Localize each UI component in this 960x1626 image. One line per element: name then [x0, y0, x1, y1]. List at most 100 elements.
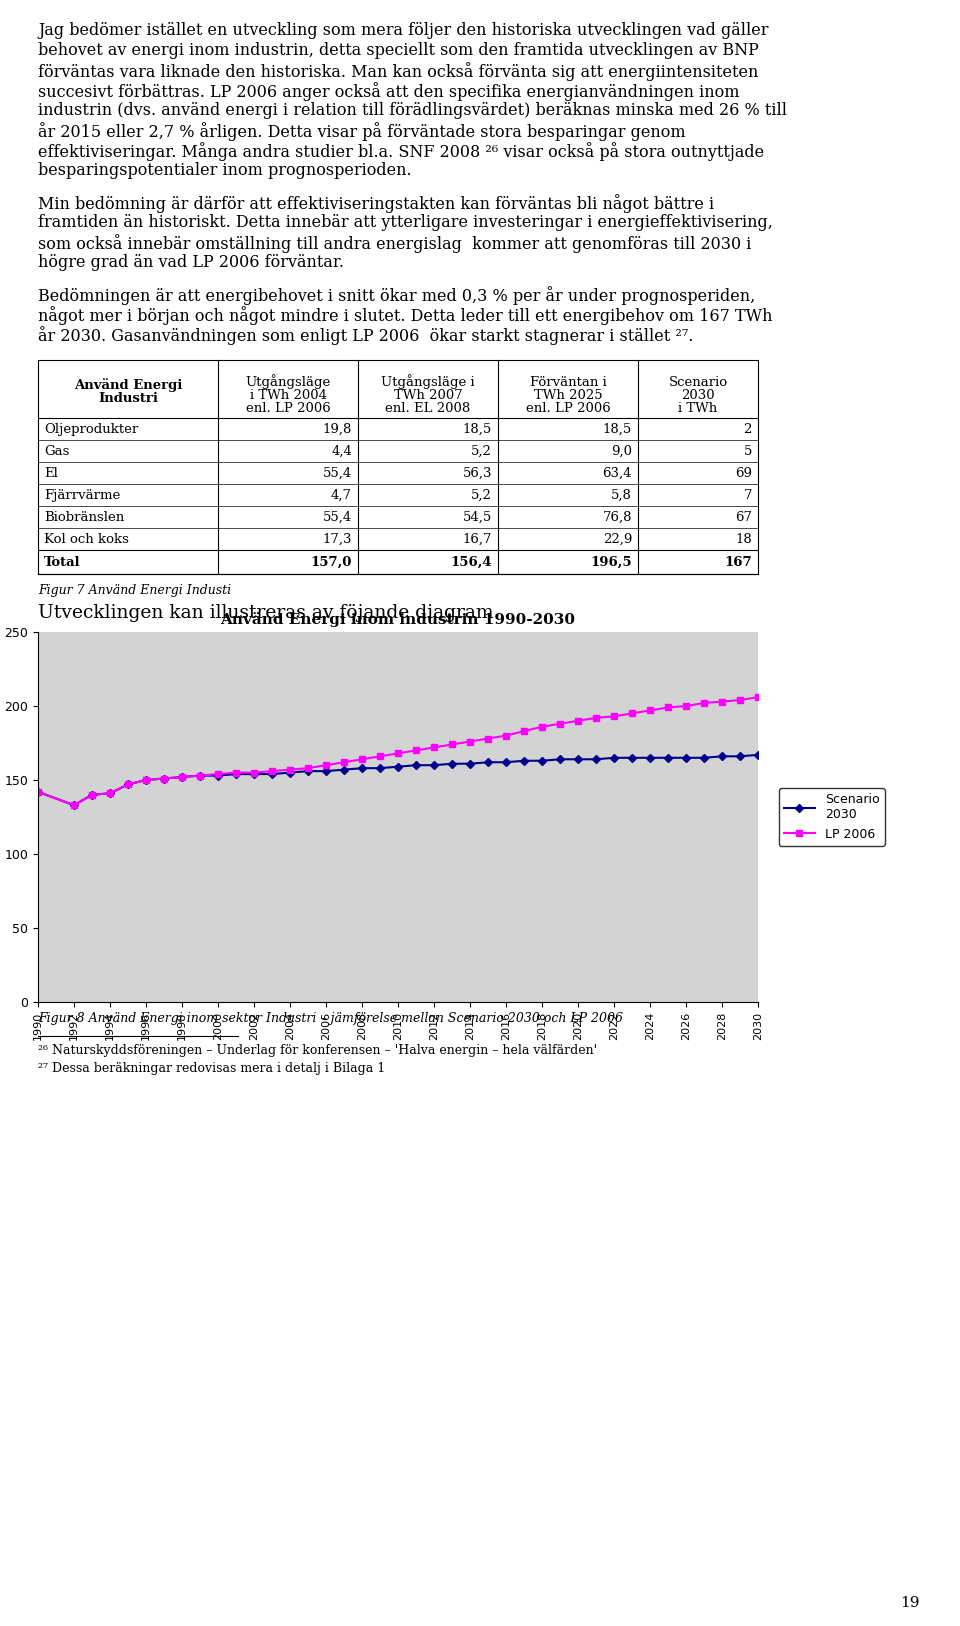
LP 2006 [482, 728, 493, 748]
Text: Kol och koks: Kol och koks [44, 532, 129, 545]
Scenario
2030 [212, 766, 224, 785]
Text: 69: 69 [735, 467, 752, 480]
Text: succesivt förbättras. LP 2006 anger också att den specifika energianvändningen i: succesivt förbättras. LP 2006 anger ocks… [38, 81, 739, 101]
Text: 2030: 2030 [682, 389, 715, 402]
Text: enl. EL 2008: enl. EL 2008 [385, 402, 470, 415]
Scenario
2030 [140, 771, 152, 790]
Text: 55,4: 55,4 [323, 467, 352, 480]
Text: år 2030. Gasanvändningen som enligt LP 2006  ökar starkt stagnerar i stället ²⁷.: år 2030. Gasanvändningen som enligt LP 2… [38, 325, 693, 345]
Text: 9,0: 9,0 [611, 444, 632, 457]
Text: enl. LP 2006: enl. LP 2006 [526, 402, 611, 415]
Text: 56,3: 56,3 [463, 467, 492, 480]
Text: Utgångsläge i: Utgångsläge i [381, 374, 475, 390]
LP 2006 [105, 784, 116, 803]
Title: Använd Energi inom industrin 1990-2030: Använd Energi inom industrin 1990-2030 [221, 611, 575, 626]
LP 2006 [338, 753, 349, 772]
Text: förväntas vara liknade den historiska. Man kan också förvänta sig att energiinte: förväntas vara liknade den historiska. M… [38, 62, 758, 81]
Text: Använd Energi: Använd Energi [74, 379, 182, 392]
Scenario
2030 [554, 750, 565, 769]
Scenario
2030 [393, 758, 404, 777]
LP 2006 [681, 696, 692, 715]
Text: 4,7: 4,7 [331, 488, 352, 501]
LP 2006 [644, 701, 656, 720]
Text: högre grad än vad LP 2006 förväntar.: högre grad än vad LP 2006 förväntar. [38, 254, 344, 272]
Text: El: El [44, 467, 58, 480]
Scenario
2030 [356, 758, 368, 777]
Text: Total: Total [44, 556, 81, 569]
Text: ²⁶ Naturskyddsföreningen – Underlag för konferensen – 'Halva energin – hela välf: ²⁶ Naturskyddsföreningen – Underlag för … [38, 1044, 597, 1057]
Text: år 2015 eller 2,7 % årligen. Detta visar på förväntade stora besparingar genom: år 2015 eller 2,7 % årligen. Detta visar… [38, 122, 685, 141]
Text: enl. LP 2006: enl. LP 2006 [246, 402, 330, 415]
LP 2006 [410, 741, 421, 761]
Scenario
2030 [644, 748, 656, 767]
LP 2006 [734, 691, 746, 711]
LP 2006 [446, 735, 458, 754]
Scenario
2030 [662, 748, 674, 767]
Text: 63,4: 63,4 [603, 467, 632, 480]
Scenario
2030 [177, 767, 188, 787]
Text: TWh 2025: TWh 2025 [534, 389, 602, 402]
LP 2006 [284, 759, 296, 779]
Text: besparingspotentialer inom prognosperioden.: besparingspotentialer inom prognosperiod… [38, 163, 412, 179]
LP 2006 [68, 795, 80, 815]
LP 2006 [609, 707, 620, 727]
Scenario
2030 [681, 748, 692, 767]
Text: 156,4: 156,4 [450, 556, 492, 569]
Text: 5,8: 5,8 [612, 488, 632, 501]
Text: 76,8: 76,8 [603, 511, 632, 524]
Scenario
2030 [105, 784, 116, 803]
Scenario
2030 [590, 750, 602, 769]
Scenario
2030 [428, 756, 440, 776]
Scenario
2030 [374, 758, 386, 777]
Scenario
2030 [230, 764, 242, 784]
Text: 67: 67 [735, 511, 752, 524]
Text: 22,9: 22,9 [603, 532, 632, 545]
LP 2006 [33, 782, 44, 802]
Text: 55,4: 55,4 [323, 511, 352, 524]
Text: Fjärrvärme: Fjärrvärme [44, 488, 120, 501]
LP 2006 [140, 771, 152, 790]
Scenario
2030 [86, 785, 98, 805]
LP 2006 [266, 761, 277, 780]
Line: LP 2006: LP 2006 [36, 694, 760, 808]
LP 2006 [321, 756, 332, 776]
Text: 2: 2 [744, 423, 752, 436]
Scenario
2030 [338, 759, 349, 779]
Text: 4,4: 4,4 [331, 444, 352, 457]
Text: framtiden än historiskt. Detta innebär att ytterligare investeringar i energieff: framtiden än historiskt. Detta innebär a… [38, 215, 773, 231]
Scenario
2030 [518, 751, 530, 771]
LP 2006 [753, 688, 764, 707]
Scenario
2030 [158, 769, 170, 789]
Scenario
2030 [537, 751, 548, 771]
Scenario
2030 [266, 764, 277, 784]
LP 2006 [716, 691, 728, 711]
Scenario
2030 [194, 766, 205, 785]
Scenario
2030 [321, 761, 332, 780]
Text: 19: 19 [900, 1597, 920, 1610]
LP 2006 [177, 767, 188, 787]
Scenario
2030 [482, 753, 493, 772]
LP 2006 [572, 711, 584, 730]
Scenario
2030 [734, 746, 746, 766]
Text: 18: 18 [735, 532, 752, 545]
Text: som också innebär omställning till andra energislag  kommer att genomföras till : som också innebär omställning till andra… [38, 234, 752, 254]
Text: Utvecklingen kan illustreras av föjande diagram: Utvecklingen kan illustreras av föjande … [38, 603, 493, 623]
Scenario
2030 [410, 756, 421, 776]
LP 2006 [230, 763, 242, 782]
Text: 5: 5 [744, 444, 752, 457]
LP 2006 [212, 764, 224, 784]
Text: TWh 2007: TWh 2007 [394, 389, 463, 402]
Text: effektiviseringar. Många andra studier bl.a. SNF 2008 ²⁶ visar också på stora ou: effektiviseringar. Många andra studier b… [38, 141, 764, 161]
Text: 5,2: 5,2 [471, 488, 492, 501]
Scenario
2030 [626, 748, 637, 767]
Scenario
2030 [500, 753, 512, 772]
Scenario
2030 [753, 745, 764, 764]
Text: Figur 7 Använd Energi Industi: Figur 7 Använd Energi Industi [38, 584, 231, 597]
Text: 18,5: 18,5 [603, 423, 632, 436]
Text: i TWh 2004: i TWh 2004 [250, 389, 326, 402]
Text: 7: 7 [743, 488, 752, 501]
LP 2006 [374, 746, 386, 766]
Scenario
2030 [249, 764, 260, 784]
Text: Bedömningen är att energibehovet i snitt ökar med 0,3 % per år under prognosperi: Bedömningen är att energibehovet i snitt… [38, 286, 756, 306]
Scenario
2030 [33, 782, 44, 802]
